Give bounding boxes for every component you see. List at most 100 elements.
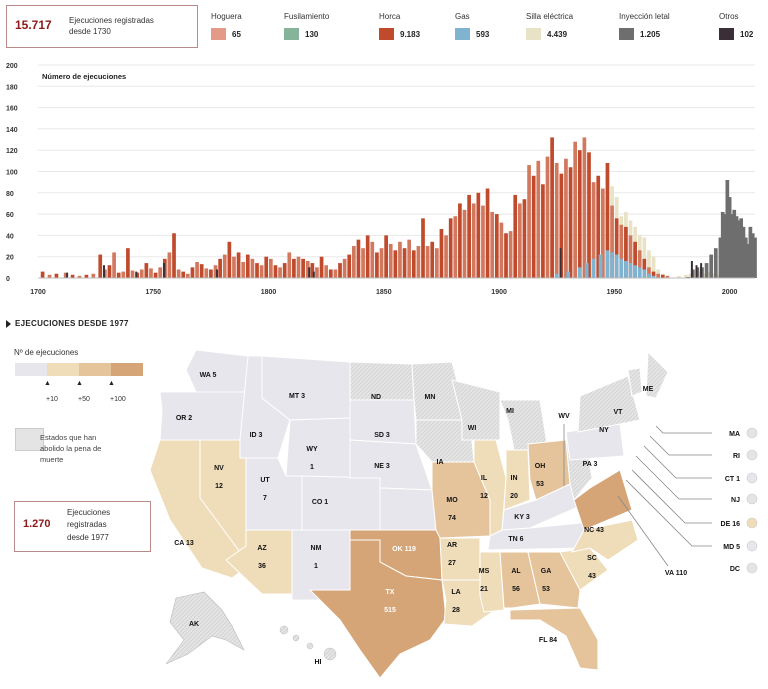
state-nc[interactable] (571, 519, 639, 561)
callout-leader-line (635, 455, 712, 500)
bar-horca (421, 218, 425, 278)
callout-leader-line (655, 425, 712, 434)
state-hi[interactable] (279, 625, 289, 635)
state-label: MI (506, 408, 514, 415)
bar-horca (467, 194, 471, 278)
state-or[interactable] (159, 391, 249, 441)
bar-inyeccinletal (723, 214, 727, 278)
state-ms[interactable] (479, 551, 505, 613)
bar-otros (700, 263, 703, 278)
bar-horca (444, 235, 448, 278)
bar-horca (116, 272, 121, 278)
callout-label: DE 16 (721, 521, 741, 528)
bar-inyeccinletal (739, 218, 744, 278)
bar-gas (566, 271, 571, 278)
state-ny[interactable] (577, 375, 641, 433)
bar-gas (628, 263, 633, 278)
bar-horca (416, 246, 421, 278)
state-hi[interactable] (323, 647, 337, 661)
callout-swatch (746, 427, 758, 439)
bar-horca (213, 265, 218, 278)
state-wy[interactable] (285, 417, 351, 479)
bar-horca (605, 162, 610, 278)
state-value: 56 (512, 586, 520, 593)
state-label: CA 13 (174, 540, 194, 547)
state-wa[interactable] (185, 349, 249, 393)
bar-horca (259, 265, 264, 278)
bar-horca (375, 252, 379, 278)
state-label: ME (643, 386, 654, 393)
bar-horca (112, 252, 116, 278)
legend-label: Inyección letal (619, 12, 670, 21)
bar-horca (402, 248, 407, 278)
bar-horca (54, 273, 59, 278)
callout-leader-line (631, 469, 712, 524)
bar-horca (628, 235, 633, 278)
state-label: MO (446, 497, 458, 504)
bar-horca (255, 263, 259, 278)
state-fl[interactable] (509, 607, 599, 671)
legend-value: 65 (232, 30, 241, 39)
bar-horca (610, 205, 614, 278)
state-label: NM (311, 545, 322, 552)
legend-value: 1.205 (640, 30, 661, 39)
x-tick-label: 1700 (30, 289, 46, 296)
state-label: SC (587, 555, 597, 562)
bar-horca (545, 156, 550, 278)
bar-horca (458, 203, 462, 278)
state-me[interactable] (645, 350, 669, 399)
state-label: WY (306, 446, 318, 453)
bar-horca (167, 252, 172, 278)
state-tx[interactable] (308, 539, 447, 679)
map-section-title: EJECUCIONES DESDE 1977 (6, 319, 129, 328)
legend-label: Fusilamiento (284, 12, 330, 21)
bar-horca (121, 271, 126, 278)
bar-horca (508, 231, 513, 278)
state-value: 1 (310, 464, 314, 471)
state-pa[interactable] (565, 423, 625, 461)
state-label: ND (371, 394, 381, 401)
state-vt[interactable] (627, 367, 643, 397)
state-label: OK 119 (392, 546, 416, 553)
bar-gas (642, 269, 647, 278)
bar-horca (600, 188, 605, 278)
bar-horca (665, 275, 670, 278)
bar-horca (236, 252, 241, 278)
total-executions-value: 15.717 (15, 18, 52, 32)
state-hi[interactable] (306, 642, 314, 650)
state-hi[interactable] (292, 634, 300, 642)
bar-horca (181, 271, 186, 278)
state-ks[interactable] (379, 487, 437, 531)
bar-horca (531, 175, 536, 278)
bar-sillaelctrica (647, 250, 651, 278)
bar-horca (250, 258, 255, 278)
state-value: 7 (263, 495, 267, 502)
x-tick-label: 1950 (607, 289, 623, 296)
bar-inyeccinletal (713, 248, 718, 278)
x-tick-label: 1850 (376, 289, 392, 296)
legend-label: Horca (379, 12, 401, 21)
bar-otros (690, 260, 693, 278)
bar-horca (411, 250, 416, 278)
state-ak[interactable] (165, 591, 245, 665)
bar-sillaelctrica (697, 271, 702, 278)
bar-inyeccinletal (734, 216, 739, 278)
state-va[interactable] (573, 469, 633, 531)
bar-horca (342, 258, 347, 278)
bar-horca (384, 235, 388, 278)
bar-horca (660, 274, 665, 278)
bar-sillaelctrica (656, 269, 661, 278)
scale-label: +50 (78, 396, 90, 403)
bar-sillaelctrica (707, 271, 711, 278)
legend-item: Otros 102 (719, 12, 753, 40)
bar-gas (605, 250, 610, 278)
state-label: MS (479, 568, 490, 575)
state-al[interactable] (499, 551, 541, 609)
map-total-label-line2: registradas (67, 520, 107, 529)
state-value: 43 (588, 573, 596, 580)
chart-title: Número de ejecuciones (42, 72, 126, 81)
state-nd[interactable] (349, 361, 415, 401)
bar-horca (647, 267, 651, 278)
bar-gas (614, 254, 619, 278)
state-label: OH (535, 463, 546, 470)
